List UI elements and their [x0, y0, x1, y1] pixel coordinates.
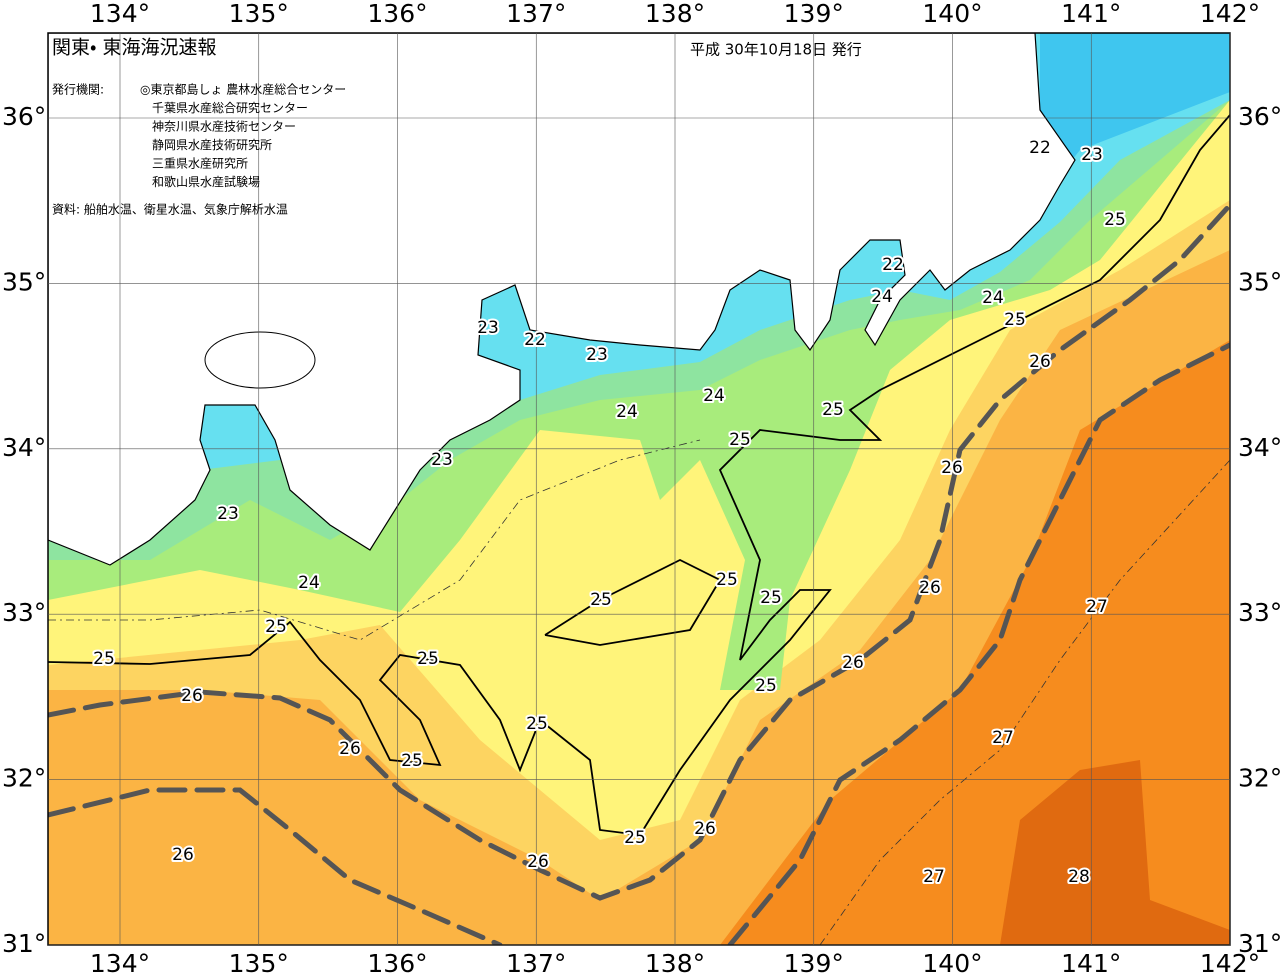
lon-label-bottom: 138°: [645, 949, 705, 978]
publisher: 千葉県水産総合研究センター: [152, 100, 308, 115]
contour-label: 25: [417, 649, 439, 669]
lon-label-bottom: 136°: [367, 949, 427, 978]
land: [48, 33, 1076, 566]
publisher: 和歌山県水産試験場: [152, 174, 260, 189]
contour-label: 24: [871, 287, 893, 307]
contour-label: 26: [181, 686, 203, 706]
issue-date: 平成 30年10月18日 発行: [690, 41, 862, 59]
contour-label: 24: [298, 573, 320, 593]
contour-label: 26: [919, 578, 941, 598]
lake-outline: [204, 331, 316, 389]
contour-label: 27: [992, 728, 1014, 748]
contour-label: 25: [93, 649, 115, 669]
contour-label: 26: [1029, 352, 1051, 372]
contour-label: 23: [477, 318, 499, 338]
data-source: 資料: 船舶水温、衛星水温、気象庁解析水温: [52, 202, 288, 217]
contour-label: 25: [760, 588, 782, 608]
publisher-list: ◎東京都島しょ 農林水産総合センター千葉県水産総合研究センター神奈川県水産技術セ…: [140, 82, 346, 190]
contour-label: 26: [339, 739, 361, 759]
lon-label-top: 139°: [784, 0, 844, 28]
isotherm-half: [819, 459, 1230, 945]
contour-label: 27: [923, 867, 945, 887]
lat-label-right: 31°: [1238, 929, 1280, 958]
lat-label-right: 33°: [1238, 598, 1280, 627]
contour-label: 25: [624, 828, 646, 848]
contour-label: 24: [703, 386, 725, 406]
publisher: ◎東京都島しょ 農林水産総合センター: [140, 82, 346, 97]
publisher: 神奈川県水産技術センター: [152, 119, 296, 134]
lon-label-bottom: 137°: [506, 949, 566, 978]
publisher: 静岡県水産技術研究所: [152, 137, 272, 152]
lat-label-left: 32°: [2, 764, 46, 793]
lon-label-top: 137°: [506, 0, 566, 28]
contour-label: 25: [1104, 210, 1126, 230]
lon-label-bottom: 141°: [1061, 949, 1121, 978]
contour-label: 25: [265, 617, 287, 637]
contour-label: 24: [982, 288, 1004, 308]
publisher: 三重県水産研究所: [152, 157, 248, 171]
lon-label-top: 136°: [367, 0, 427, 28]
contour-label: 23: [217, 504, 239, 524]
isotherm-25: [48, 114, 1230, 836]
band-28: [1000, 760, 1230, 945]
lon-label-bottom: 142°: [1200, 949, 1260, 978]
contour-label: 25: [729, 430, 751, 450]
lat-label-left: 35°: [2, 267, 46, 296]
contour-label: 23: [431, 450, 453, 470]
contour-label: 23: [1081, 145, 1103, 165]
sea-temperature-fill: [48, 33, 1230, 945]
contour-label: 25: [401, 751, 423, 771]
lat-label-left: 33°: [2, 598, 46, 627]
contour-label: 25: [716, 570, 738, 590]
lat-label-left: 34°: [2, 433, 46, 462]
lon-label-top: 134°: [90, 0, 150, 28]
lat-label-left: 31°: [2, 929, 46, 958]
contour-label: 22: [882, 255, 904, 275]
contour-label: 26: [941, 458, 963, 478]
contour-label: 26: [527, 852, 549, 872]
lat-label-right: 36°: [1238, 102, 1280, 131]
contour-label: 25: [1004, 310, 1026, 330]
lon-label-bottom: 134°: [90, 949, 150, 978]
lon-label-top: 142°: [1200, 0, 1260, 28]
lon-label-top: 135°: [229, 0, 289, 28]
contour-label: 26: [842, 653, 864, 673]
map-title: 関東・ 東海海況速報: [52, 37, 217, 59]
lat-label-right: 34°: [1238, 433, 1280, 462]
contour-label: 25: [755, 676, 777, 696]
publisher-label: 発行機関:: [52, 83, 104, 97]
isotherm-half: [48, 439, 701, 641]
contour-label: 27: [1086, 597, 1108, 617]
lat-label-right: 35°: [1238, 267, 1280, 296]
contour-label: 22: [524, 330, 546, 350]
contour-label: 22: [1029, 138, 1051, 158]
contour-label: 25: [526, 714, 548, 734]
lat-label-right: 32°: [1238, 764, 1280, 793]
contour-label: 28: [1068, 867, 1090, 887]
lon-label-top: 140°: [922, 0, 982, 28]
isotherm-26: [727, 342, 1230, 945]
contour-label: 24: [616, 402, 638, 422]
isotherm-25: [544, 558, 722, 646]
lat-label-left: 36°: [2, 102, 46, 131]
contour-label: 25: [822, 400, 844, 420]
contour-label: 26: [172, 845, 194, 865]
lon-label-bottom: 140°: [922, 949, 982, 978]
contour-label: 25: [590, 590, 612, 610]
lon-label-top: 138°: [645, 0, 705, 28]
isotherm-26: [48, 202, 1230, 901]
lon-label-bottom: 139°: [784, 949, 844, 978]
contour-label: 26: [694, 819, 716, 839]
lon-label-top: 141°: [1061, 0, 1121, 28]
lon-label-bottom: 135°: [229, 949, 289, 978]
contour-label: 23: [586, 345, 608, 365]
graticule: [48, 33, 1231, 946]
band-22: [1040, 33, 1230, 200]
